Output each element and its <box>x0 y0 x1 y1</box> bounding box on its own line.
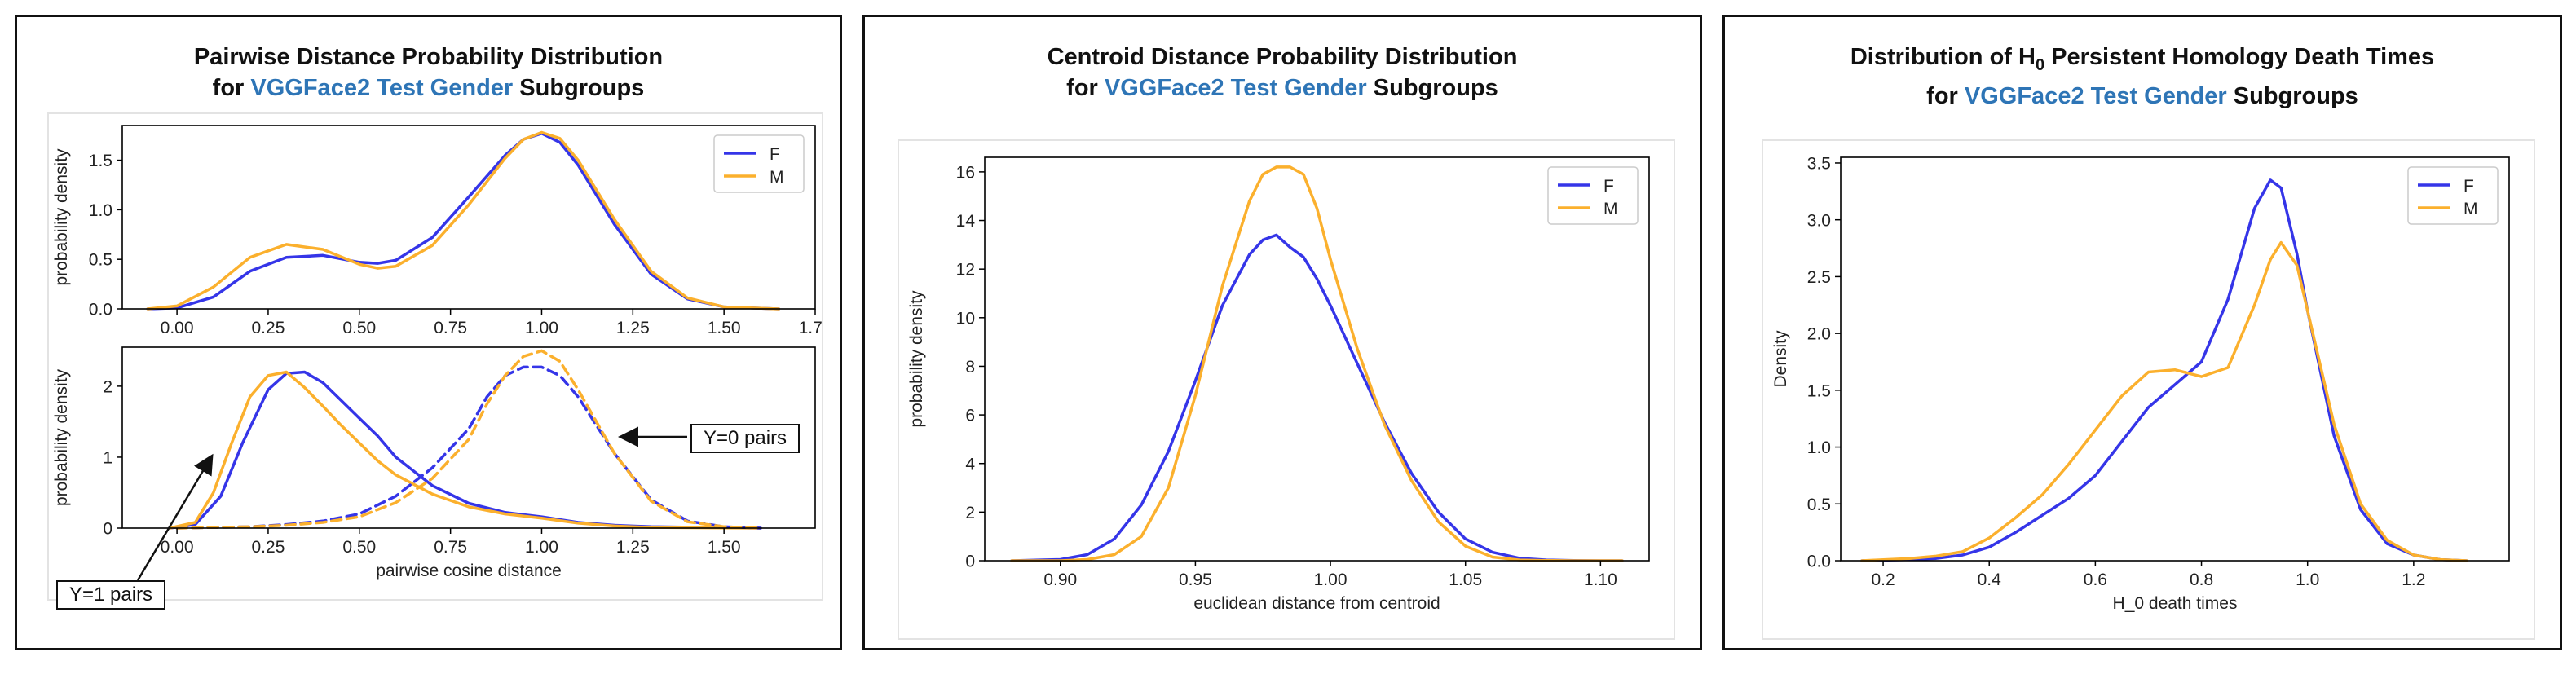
x-axis-label: euclidean distance from centroid <box>1193 594 1440 613</box>
legend-box <box>1547 166 1639 225</box>
y-axis-label: probability density <box>52 148 71 286</box>
y-axis-label: probability density <box>52 368 71 506</box>
y-tick-label: 16 <box>956 163 975 182</box>
chart-pairwise-top: 0.00 0.25 0.50 0.75 1.00 1.25 1.50 1.75 0.0 0.5 1.… <box>52 125 822 337</box>
y-tick-label: 2.0 <box>1807 325 1831 344</box>
y-tick-label: 2 <box>103 377 112 396</box>
chart-area: 0.000.250.500.751.001.251.501.750.00.51.… <box>47 112 823 601</box>
panel-h0: Distribution of H0 Persistent Homology D… <box>1722 15 2562 650</box>
series-line-m <box>1860 240 2468 562</box>
x-tick-label: 1.25 <box>616 538 650 557</box>
legend-label-f: F <box>2464 177 2474 196</box>
legend-label-f: F <box>1603 177 1614 196</box>
y-tick-label: 0.5 <box>1807 496 1831 514</box>
x-tick-label: 1.00 <box>525 538 558 557</box>
series-line-m <box>146 130 781 311</box>
x-tick-label: 1.10 <box>1584 570 1617 589</box>
y-tick-label: 8 <box>965 358 975 377</box>
y-tick-label: 1.0 <box>89 201 112 220</box>
plot-frame <box>1840 156 2510 562</box>
chart-centroid: 0.90 0.95 1.00 1.05 1.10 0 2 4 6 8 10 12 14 16 probabi… <box>907 156 1650 613</box>
title-line-1: Centroid Distance Probability Distributi… <box>1047 44 1518 70</box>
title-line-1: Pairwise Distance Probability Distributi… <box>193 44 664 70</box>
x-tick-label: 1.25 <box>616 319 650 337</box>
x-tick-label: 1.05 <box>1449 570 1482 589</box>
title-line-1: Distribution of H0 Persistent Homology D… <box>1850 44 2435 74</box>
series-line-f <box>146 131 781 311</box>
y-tick-label: 14 <box>956 212 976 231</box>
annotation-y0-pairs: Y=0 pairs <box>690 424 801 453</box>
x-tick-label: 0.75 <box>434 319 467 337</box>
title-line-2: for VGGFace2 Test Gender Subgroups <box>1066 75 1498 101</box>
x-tick-label: 0.2 <box>1871 570 1895 589</box>
x-tick-label: 0.75 <box>434 538 467 557</box>
y-tick-label: 1.5 <box>1807 381 1831 400</box>
x-tick-label: 0.50 <box>342 538 376 557</box>
legend-label-m: M <box>2464 200 2478 218</box>
y-tick-label: 0 <box>965 553 975 571</box>
x-tick-label: 1.75 <box>799 319 822 337</box>
y-tick-label: 1.0 <box>1807 438 1831 457</box>
panel-title: Distribution of H0 Persistent Homology D… <box>1725 42 2560 112</box>
chart-area: 0.90 0.95 1.00 1.05 1.10 0 2 4 6 8 10 12 14 16 probabi… <box>898 139 1675 640</box>
series-line-f <box>1860 178 2468 562</box>
x-tick-label: 0.00 <box>161 538 194 557</box>
panel-centroid: Centroid Distance Probability Distributi… <box>862 15 1702 650</box>
x-tick-label: 0.50 <box>342 319 376 337</box>
y-tick-label: 3.5 <box>1807 155 1831 174</box>
plot-frame <box>984 156 1650 562</box>
legend-label-m: M <box>1603 200 1618 218</box>
panel-title: Centroid Distance Probability Distributi… <box>865 42 1700 104</box>
y-tick-label: 0.0 <box>1807 553 1831 571</box>
title-line-2: for VGGFace2 Test Gender Subgroups <box>212 75 645 101</box>
chart-pairwise-bottom: 0.00 0.25 0.50 0.75 1.00 1.25 1.50 0 1 2 probabili… <box>52 346 816 580</box>
series-line-f <box>1010 233 1624 562</box>
x-tick-label: 0.25 <box>252 538 285 557</box>
x-tick-label: 0.8 <box>2190 570 2213 589</box>
y-tick-label: 12 <box>956 261 975 280</box>
legend-box <box>2407 166 2499 225</box>
x-tick-label: 1.50 <box>708 319 741 337</box>
plot-frame <box>121 346 816 529</box>
x-tick-label: 1.50 <box>708 538 741 557</box>
legend-label-f: F <box>770 145 780 164</box>
chart-area: 0.2 0.4 0.6 0.8 1.0 1.2 0.0 0.5 1.0 1.5 2.0 2.5 3.0 3… <box>1762 139 2535 640</box>
series-line-m <box>1010 165 1624 562</box>
y-axis-label: probability density <box>907 290 926 428</box>
chart-h0: 0.2 0.4 0.6 0.8 1.0 1.2 0.0 0.5 1.0 1.5 2.0 2.5 3.0 3… <box>1771 155 2510 613</box>
panel-pairwise: Pairwise Distance Probability Distributi… <box>15 15 842 650</box>
y-tick-label: 2.5 <box>1807 268 1831 287</box>
y-tick-label: 1 <box>103 449 112 468</box>
annotation-y1-pairs: Y=1 pairs <box>56 580 166 610</box>
y-axis-label: Density <box>1771 330 1790 388</box>
x-tick-label: 1.00 <box>525 319 558 337</box>
x-axis-label: H_0 death times <box>2113 594 2238 613</box>
y-tick-label: 0.5 <box>89 251 112 270</box>
plot-frame <box>121 125 816 310</box>
x-tick-label: 0.4 <box>1978 570 2002 589</box>
legend-box <box>713 134 805 193</box>
panel-title: Pairwise Distance Probability Distributi… <box>17 42 840 104</box>
x-tick-label: 1.00 <box>1314 570 1348 589</box>
x-tick-label: 0.25 <box>252 319 285 337</box>
series-line-m-Y1 <box>168 370 762 530</box>
x-tick-label: 0.00 <box>161 319 194 337</box>
x-tick-label: 1.2 <box>2402 570 2425 589</box>
x-tick-label: 0.95 <box>1179 570 1212 589</box>
y-tick-label: 4 <box>965 455 975 474</box>
y-tick-label: 10 <box>956 309 975 328</box>
y-tick-label: 0 <box>103 520 112 539</box>
x-tick-label: 1.0 <box>2296 570 2319 589</box>
y-tick-label: 3.0 <box>1807 211 1831 230</box>
x-tick-label: 0.6 <box>2084 570 2107 589</box>
x-axis-label: pairwise cosine distance <box>376 562 562 580</box>
legend-label-m: M <box>770 168 784 187</box>
y-tick-label: 6 <box>965 407 975 425</box>
series-line-m-Y0 <box>175 349 762 530</box>
title-line-2: for VGGFace2 Test Gender Subgroups <box>1926 82 2358 109</box>
y-tick-label: 1.5 <box>89 152 112 170</box>
x-tick-label: 0.90 <box>1043 570 1077 589</box>
y-tick-label: 2 <box>965 504 975 522</box>
y-tick-label: 0.0 <box>89 301 112 319</box>
